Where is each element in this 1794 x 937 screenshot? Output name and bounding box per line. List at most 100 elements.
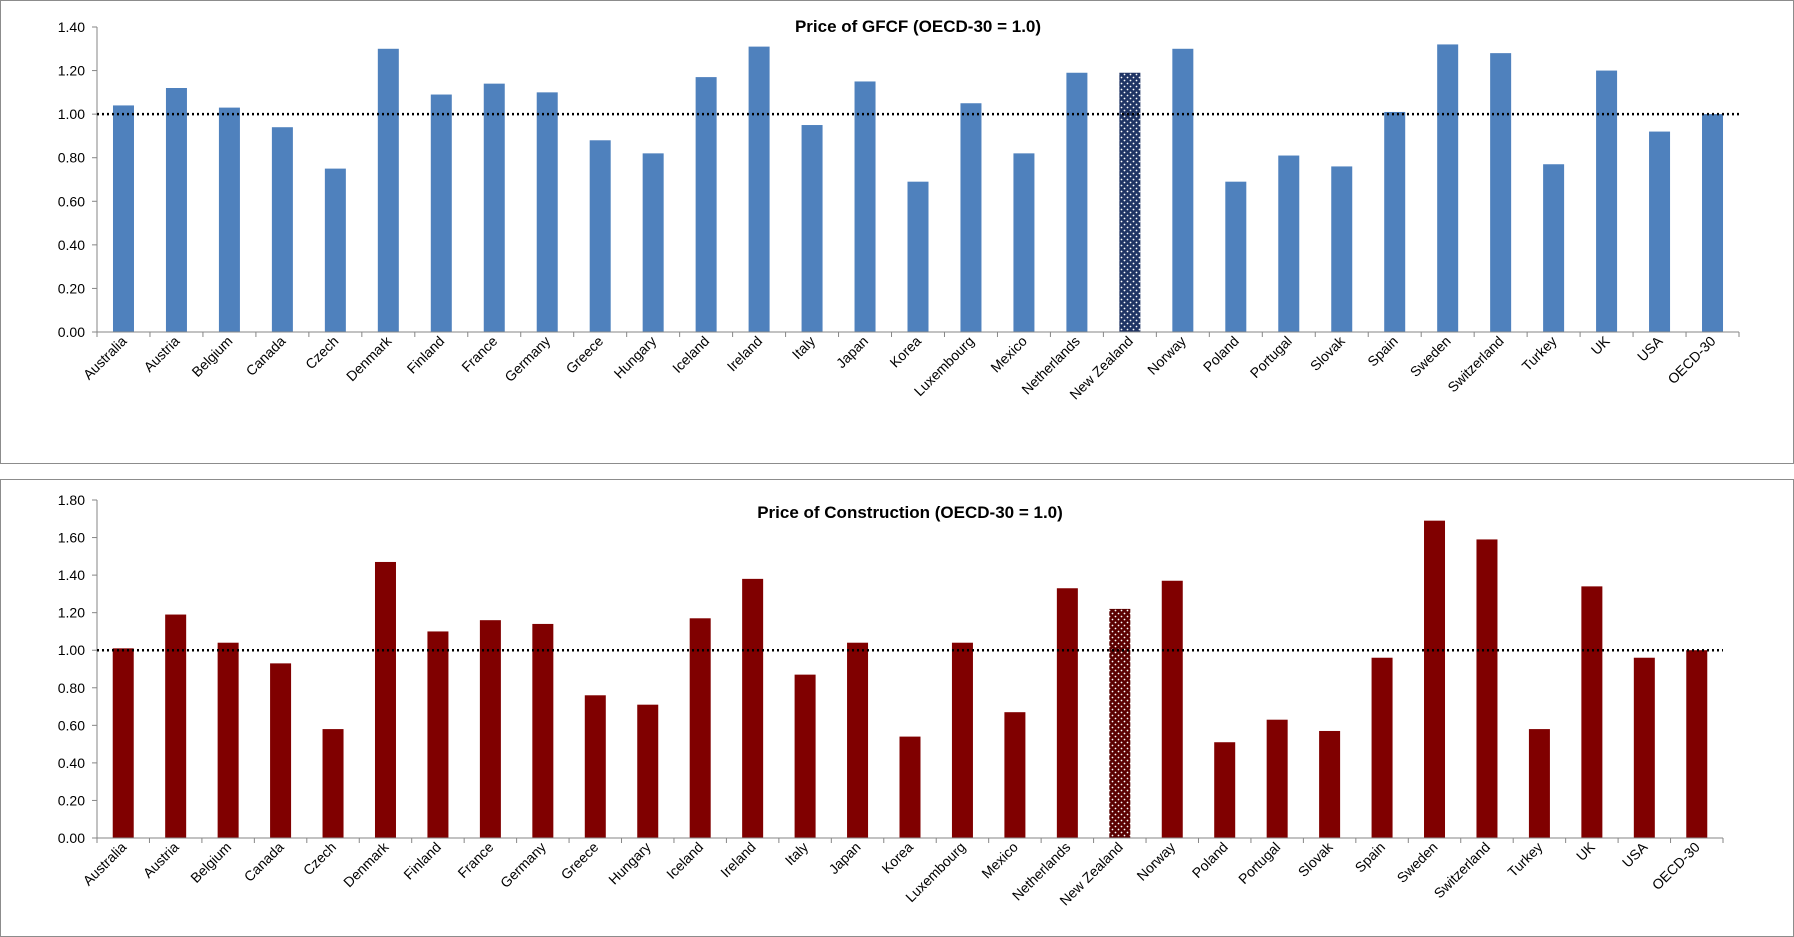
- construction-y-tick-label: 1.20: [58, 605, 85, 621]
- construction-category-label: Austria: [140, 839, 182, 881]
- gfcf-category-label: Spain: [1364, 333, 1401, 370]
- construction-chart-title: Price of Construction (OECD-30 = 1.0): [757, 503, 1063, 522]
- gfcf-category-label: Slovak: [1307, 332, 1349, 374]
- construction-bar-poland: [1214, 742, 1236, 838]
- construction-y-tick-label: 1.80: [58, 492, 85, 508]
- construction-category-label: Sweden: [1394, 839, 1441, 886]
- construction-category-label: Greece: [558, 839, 602, 883]
- construction-category-label: Norway: [1134, 839, 1179, 884]
- gfcf-bar-austria: [165, 88, 187, 332]
- construction-bar-japan: [847, 642, 869, 838]
- construction-bar-italy: [794, 674, 816, 838]
- gfcf-y-tick-label: 1.00: [58, 106, 85, 122]
- construction-category-label: Australia: [80, 839, 130, 889]
- gfcf-y-tick-label: 0.60: [58, 193, 85, 209]
- gfcf-chart-title: Price of GFCF (OECD-30 = 1.0): [795, 17, 1041, 36]
- construction-bar-canada: [270, 663, 292, 838]
- construction-bar-slovak: [1319, 730, 1341, 838]
- construction-y-tick-label: 0.00: [58, 830, 85, 846]
- gfcf-price-chart-svg: Price of GFCF (OECD-30 = 1.0) 0.00 0.20 0.4…: [58, 17, 1740, 402]
- construction-price-chart-svg: Price of Construction (OECD-30 = 1.0) 0.0…: [58, 492, 1724, 908]
- gfcf-y-tick-label: 0.80: [58, 150, 85, 166]
- construction-category-label: Poland: [1189, 839, 1231, 881]
- gfcf-category-label: Ireland: [724, 333, 766, 375]
- construction-category-label: Switzerland: [1431, 839, 1493, 901]
- gfcf-bar-greece: [589, 140, 611, 332]
- construction-category-label: Denmark: [340, 838, 392, 890]
- gfcf-bar-new-zealand: [1119, 72, 1141, 332]
- construction-y-tick-label: 1.60: [58, 530, 85, 546]
- construction-category-label: Spain: [1352, 839, 1389, 876]
- construction-bar-mexico: [1004, 712, 1026, 838]
- gfcf-category-label: Finland: [404, 333, 448, 377]
- gfcf-bar-germany: [536, 92, 558, 332]
- gfcf-bar-luxembourg: [960, 103, 982, 332]
- gfcf-bar-czech: [324, 168, 346, 332]
- gfcf-category-label: Portugal: [1247, 333, 1295, 381]
- construction-bar-new-zealand: [1109, 608, 1131, 838]
- gfcf-bar-netherlands: [1066, 72, 1088, 332]
- construction-y-tick-label: 0.80: [58, 680, 85, 696]
- construction-category-label: Ireland: [717, 839, 759, 881]
- gfcf-category-label: Austria: [140, 333, 182, 375]
- gfcf-bar-france: [483, 83, 505, 333]
- gfcf-category-label: Turkey: [1519, 333, 1560, 374]
- gfcf-category-label: Korea: [886, 333, 924, 371]
- gfcf-category-label: Sweden: [1407, 333, 1454, 380]
- construction-bar-iceland: [689, 618, 711, 838]
- construction-category-label: Germany: [497, 839, 549, 891]
- construction-bar-france: [479, 620, 501, 838]
- gfcf-bar-iceland: [695, 77, 717, 332]
- construction-category-label: Iceland: [663, 839, 706, 882]
- gfcf-category-label: Mexico: [987, 333, 1030, 376]
- gfcf-bar-portugal: [1278, 155, 1300, 332]
- construction-y-tick-label: 0.40: [58, 755, 85, 771]
- gfcf-category-label: Hungary: [611, 333, 660, 382]
- gfcf-bar-oecd-30: [1702, 114, 1724, 333]
- construction-bar-belgium: [217, 642, 239, 838]
- gfcf-bar-norway: [1172, 48, 1194, 333]
- gfcf-category-label: OECD-30: [1664, 333, 1718, 387]
- construction-bar-switzerland: [1476, 539, 1498, 838]
- construction-bar-korea: [899, 736, 921, 838]
- gfcf-bar-korea: [907, 181, 929, 332]
- gfcf-bar-usa: [1649, 131, 1671, 332]
- construction-bar-hungary: [637, 704, 659, 838]
- gfcf-category-label: Denmark: [343, 332, 395, 384]
- gfcf-bar-belgium: [218, 107, 240, 332]
- gfcf-category-label: Norway: [1144, 333, 1189, 378]
- gfcf-category-label: Australia: [80, 333, 130, 383]
- construction-bar-greece: [584, 695, 606, 838]
- construction-bar-germany: [532, 623, 554, 838]
- gfcf-y-tick-label: 0.40: [58, 237, 85, 253]
- gfcf-bar-hungary: [642, 153, 664, 332]
- gfcf-bar-finland: [430, 94, 452, 333]
- construction-bar-netherlands: [1056, 588, 1078, 838]
- construction-y-tick-label: 0.20: [58, 792, 85, 808]
- construction-bar-usa: [1633, 657, 1655, 838]
- gfcf-price-chart: Price of GFCF (OECD-30 = 1.0) 0.00 0.20 0.4…: [0, 0, 1794, 464]
- gfcf-y-tick-label: 1.20: [58, 63, 85, 79]
- construction-category-label: Czech: [300, 839, 339, 878]
- construction-y-tick-label: 1.00: [58, 642, 85, 658]
- construction-category-label: Canada: [241, 839, 287, 885]
- gfcf-category-label: Poland: [1200, 333, 1242, 375]
- gfcf-bar-switzerland: [1490, 53, 1512, 333]
- construction-bar-norway: [1161, 580, 1183, 838]
- gfcf-category-label: Japan: [833, 333, 871, 371]
- construction-bar-denmark: [374, 561, 396, 838]
- construction-bar-turkey: [1528, 729, 1550, 838]
- construction-bar-portugal: [1266, 719, 1288, 838]
- gfcf-category-label: Belgium: [188, 333, 235, 380]
- construction-y-tick-label: 1.40: [58, 567, 85, 583]
- gfcf-category-label: Germany: [501, 333, 553, 385]
- construction-bar-luxembourg: [951, 642, 973, 838]
- construction-bar-spain: [1371, 657, 1393, 838]
- construction-bar-oecd-30: [1686, 650, 1708, 838]
- gfcf-bar-japan: [854, 81, 876, 332]
- gfcf-category-label: France: [458, 333, 500, 375]
- gfcf-category-label: UK: [1588, 332, 1614, 358]
- gfcf-bar-poland: [1225, 181, 1247, 332]
- gfcf-bar-mexico: [1013, 153, 1035, 332]
- gfcf-bar-italy: [801, 125, 823, 333]
